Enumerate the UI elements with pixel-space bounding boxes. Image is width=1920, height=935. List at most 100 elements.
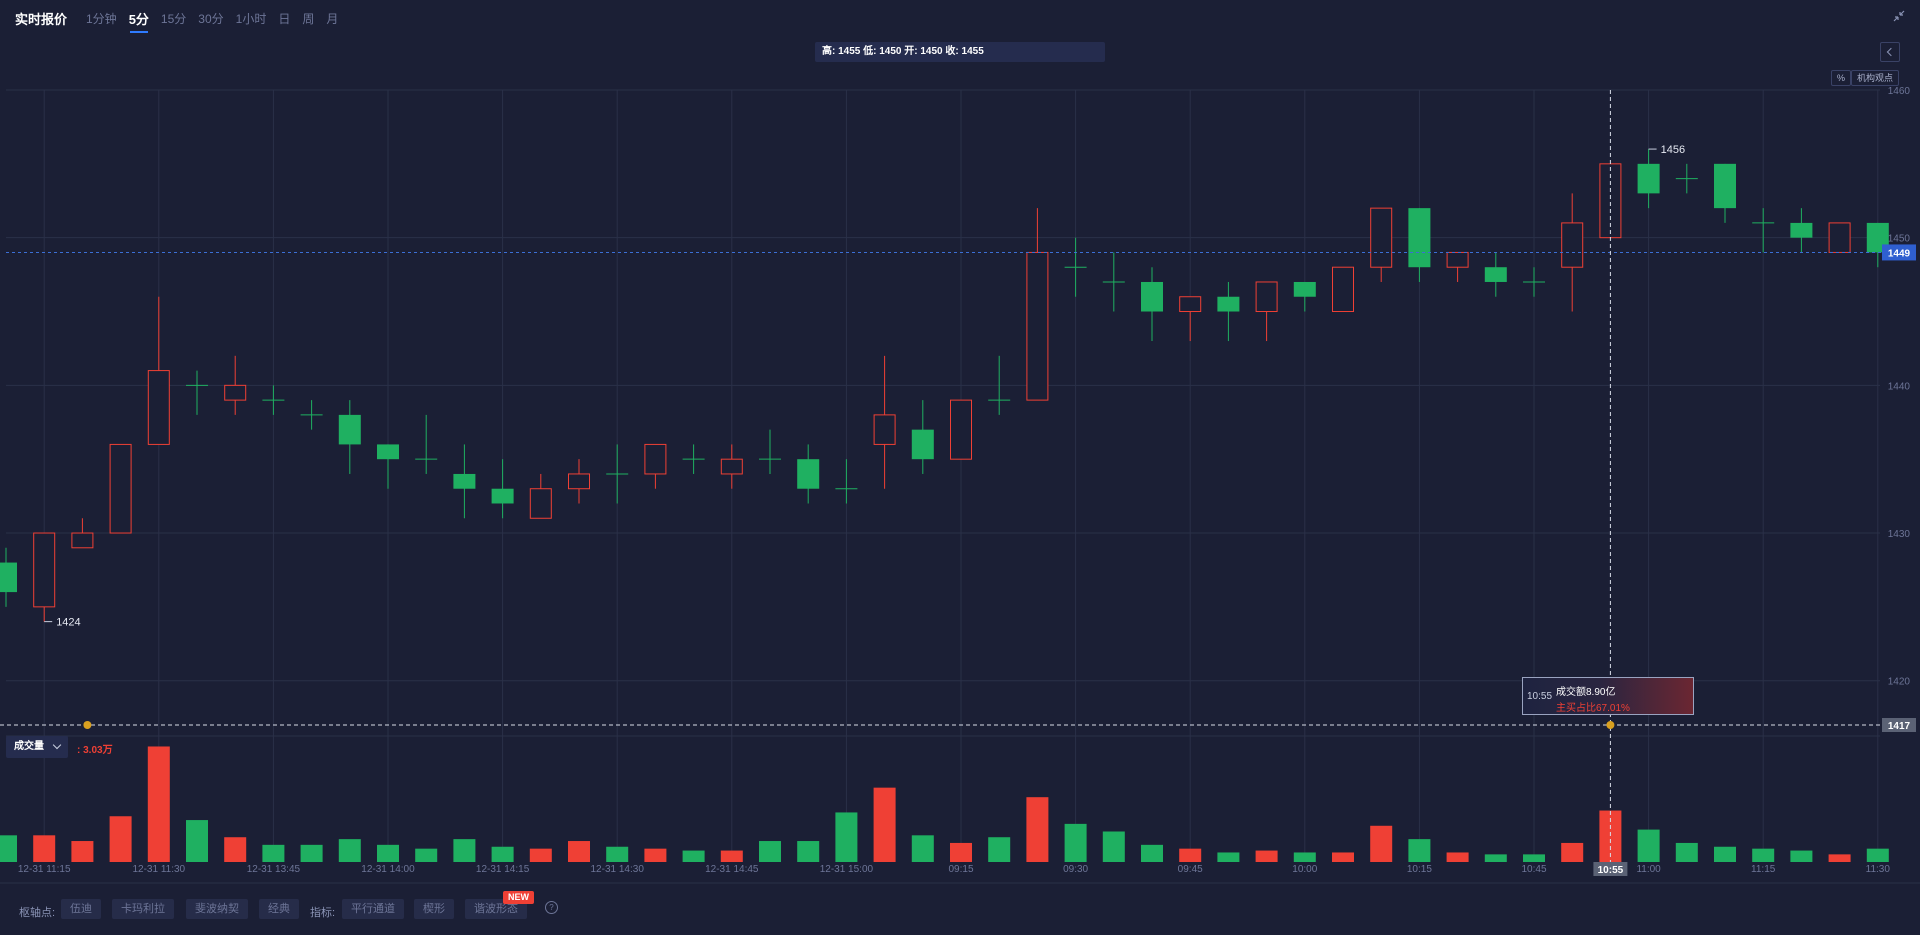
volume-bar bbox=[1255, 850, 1278, 862]
period-tab-5[interactable]: 日 bbox=[278, 12, 291, 26]
volume-bar bbox=[1370, 825, 1393, 862]
period-tab-7[interactable]: 月 bbox=[326, 12, 339, 26]
pivot-woodie-button[interactable]: 伍迪 bbox=[61, 899, 101, 919]
candle-body bbox=[1370, 207, 1393, 268]
collapse-icon[interactable] bbox=[1892, 9, 1906, 23]
candle-body bbox=[1332, 266, 1354, 313]
x-tick-label: 12-31 11:15 bbox=[18, 864, 71, 875]
percent-toggle-button[interactable]: % bbox=[1831, 70, 1852, 86]
volume-bar bbox=[644, 848, 667, 862]
x-tick-label: 09:45 bbox=[1178, 864, 1203, 875]
current-price-label: 1449 bbox=[1888, 248, 1911, 259]
volume-bar bbox=[1866, 848, 1889, 862]
candle-body bbox=[491, 488, 514, 504]
crosshair-tooltip: 10:55 成交额8.90亿 主买占比67.01% bbox=[1522, 677, 1694, 715]
period-tab-4[interactable]: 1小时 bbox=[235, 12, 267, 26]
candle-body bbox=[644, 443, 667, 475]
current-price-tag bbox=[1882, 244, 1916, 261]
x-tick-label: 12-31 14:00 bbox=[361, 864, 415, 875]
tooltip-time: 10:55 bbox=[1527, 691, 1553, 702]
volume-bar bbox=[720, 850, 743, 862]
x-tick-label: 11:30 bbox=[1866, 864, 1891, 875]
volume-bar bbox=[1561, 842, 1584, 862]
candle-body bbox=[1179, 296, 1202, 313]
period-tab-0[interactable]: 1分钟 bbox=[86, 12, 117, 26]
volume-bar bbox=[1408, 839, 1431, 862]
candle-body bbox=[797, 459, 820, 489]
indicator-label: 指标: bbox=[310, 907, 336, 919]
x-tick-label: 09:30 bbox=[1063, 864, 1088, 875]
candle-body bbox=[1484, 267, 1507, 282]
volume-bar bbox=[415, 848, 438, 862]
event-dot bbox=[83, 721, 92, 729]
candle-body bbox=[1561, 222, 1584, 268]
candle-body bbox=[1408, 208, 1431, 268]
candle-body bbox=[109, 443, 132, 534]
volume-bar bbox=[1714, 846, 1736, 862]
volume-bar bbox=[377, 844, 399, 862]
volume-bar bbox=[0, 835, 17, 862]
volume-bar bbox=[33, 835, 56, 862]
tooltip-amount: 成交额8.90亿 bbox=[1556, 687, 1616, 698]
parallel-channel-button[interactable]: 平行通道 bbox=[342, 899, 404, 919]
x-tick-label: 12-31 15:00 bbox=[820, 864, 874, 875]
volume-bar bbox=[186, 820, 208, 862]
candle-body bbox=[1026, 251, 1049, 401]
volume-bar bbox=[1064, 823, 1087, 862]
volume-bar bbox=[1217, 852, 1240, 862]
period-tab-3[interactable]: 30分 bbox=[198, 12, 224, 26]
x-tick-label: 11:00 bbox=[1636, 864, 1661, 875]
volume-bar bbox=[1790, 850, 1813, 862]
period-tab-2[interactable]: 15分 bbox=[160, 12, 187, 26]
chevron-left-icon[interactable] bbox=[1880, 42, 1900, 62]
volume-bar bbox=[911, 835, 934, 862]
crosshair-price-tag bbox=[1882, 718, 1916, 732]
x-tick-label: 12-31 13:45 bbox=[247, 864, 301, 875]
institution-views-button[interactable]: 机构观点 bbox=[1851, 70, 1900, 86]
volume-bar bbox=[1828, 854, 1851, 862]
crosshair-time-label: 10:55 bbox=[1598, 865, 1624, 876]
x-tick-label: 10:45 bbox=[1521, 864, 1546, 875]
volume-series bbox=[0, 746, 1889, 862]
candle-body bbox=[1141, 281, 1163, 312]
volume-bar bbox=[1179, 848, 1202, 862]
volume-bar bbox=[1675, 842, 1698, 862]
candle-body bbox=[1446, 251, 1469, 268]
x-tick-label: 11:15 bbox=[1751, 864, 1776, 875]
volume-bar bbox=[529, 848, 552, 862]
page-title: 实时报价 bbox=[15, 12, 68, 27]
indicator-select[interactable]: 成交量 bbox=[6, 736, 68, 758]
volume-bar bbox=[453, 839, 476, 862]
volume-bar bbox=[1599, 810, 1622, 862]
candle-body bbox=[568, 473, 590, 490]
volume-bar bbox=[835, 812, 858, 862]
y-tick-label: 1420 bbox=[1888, 677, 1911, 688]
y-tick-label: 1450 bbox=[1888, 234, 1911, 245]
volume-bar bbox=[1332, 852, 1354, 862]
help-icon[interactable]: ? bbox=[545, 901, 558, 914]
period-tabs: 1分钟 5分 15分 30分 1小时日周月 bbox=[86, 9, 339, 33]
volume-bar bbox=[224, 837, 247, 862]
candle-body bbox=[1637, 163, 1660, 194]
wedge-button[interactable]: 楔形 bbox=[414, 899, 454, 919]
volume-bar bbox=[338, 839, 361, 862]
period-tab-6[interactable]: 周 bbox=[302, 12, 315, 26]
x-tick-label: 12-31 14:30 bbox=[591, 864, 645, 875]
chevron-down-icon bbox=[52, 740, 62, 750]
volume-bar bbox=[1523, 854, 1545, 862]
period-tab-1[interactable]: 5分 bbox=[129, 9, 149, 33]
pivot-fibonacci-button[interactable]: 斐波纳契 bbox=[186, 899, 248, 919]
pivot-classic-button[interactable]: 经典 bbox=[259, 899, 299, 919]
candle-body bbox=[911, 429, 934, 460]
x-tick-label: 10:00 bbox=[1292, 864, 1317, 875]
top-toolbar: 实时报价 1分钟 5分 15分 30分 1小时日周月 bbox=[0, 0, 1920, 34]
candle-body bbox=[147, 370, 170, 445]
volume-bar bbox=[262, 844, 285, 862]
candle-body bbox=[1790, 222, 1813, 238]
harmonic-pattern-button[interactable]: 谐波形态 bbox=[465, 899, 527, 919]
y-tick-label: 1460 bbox=[1888, 86, 1911, 97]
volume-bar bbox=[300, 844, 323, 862]
pivot-camarilla-button[interactable]: 卡玛利拉 bbox=[112, 899, 174, 919]
volume-bar bbox=[682, 850, 705, 862]
